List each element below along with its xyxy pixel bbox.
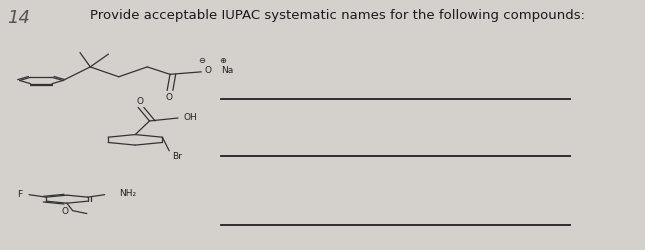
Text: Na: Na bbox=[221, 66, 233, 75]
Text: F: F bbox=[17, 190, 22, 199]
Text: O: O bbox=[136, 97, 143, 106]
Text: O: O bbox=[61, 207, 68, 216]
Text: Provide acceptable IUPAC systematic names for the following compounds:: Provide acceptable IUPAC systematic name… bbox=[90, 9, 584, 22]
Text: OH: OH bbox=[184, 113, 197, 122]
Text: O: O bbox=[165, 93, 172, 102]
Text: O: O bbox=[204, 66, 211, 75]
Text: NH₂: NH₂ bbox=[119, 190, 136, 198]
Text: ⊖: ⊖ bbox=[199, 56, 205, 65]
Text: 14: 14 bbox=[7, 9, 30, 27]
Text: ⊕: ⊕ bbox=[219, 56, 226, 65]
Text: Br: Br bbox=[172, 152, 182, 161]
